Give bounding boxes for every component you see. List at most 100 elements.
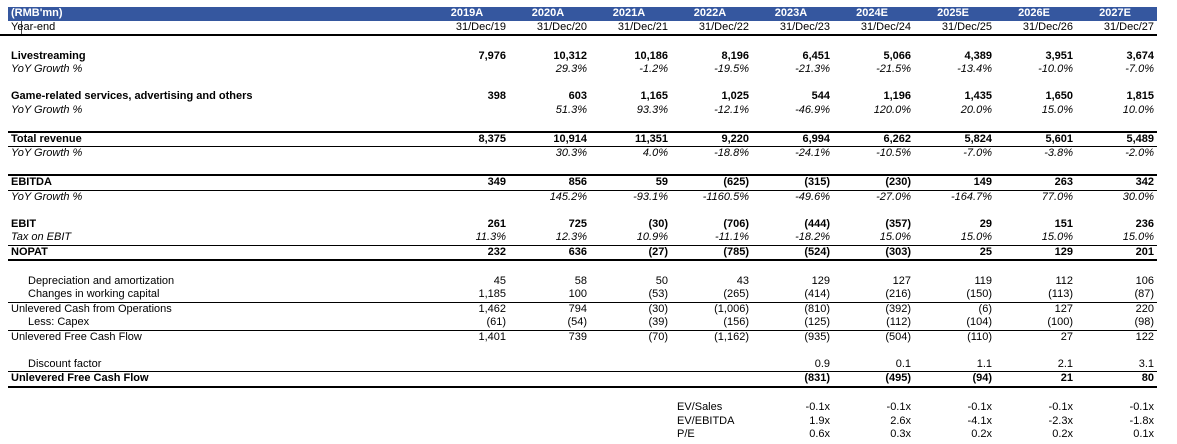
cell: 0.6x — [809, 428, 830, 440]
cell: 127 — [892, 274, 911, 287]
cell: (87) — [1076, 288, 1157, 303]
cell: -0.1x — [1129, 401, 1154, 413]
cell: 31/Dec/24 — [833, 20, 914, 36]
cell: 603 — [568, 90, 587, 102]
cell: -7.0% — [963, 147, 992, 159]
cell: -164.7% — [951, 190, 992, 203]
cell: 398 — [487, 90, 506, 102]
cell: -10.5% — [876, 147, 911, 159]
cell: -27.0% — [876, 190, 911, 203]
spacer-cell — [8, 35, 1157, 50]
cell: 31/Dec/25 — [914, 20, 995, 36]
cell: 59 — [590, 174, 671, 191]
spacer-cell — [8, 204, 1157, 218]
cell: -21.3% — [795, 63, 830, 75]
row-label: YoY Growth % — [11, 103, 83, 116]
cell: -10.0% — [1038, 63, 1073, 75]
cell: 10,914 — [509, 130, 590, 147]
cell: 9,220 — [671, 130, 752, 147]
cell: -11.1% — [671, 231, 752, 246]
spacer-row — [8, 260, 1157, 275]
cell: 129 — [811, 274, 830, 287]
cell: 342 — [1076, 174, 1157, 191]
cell: 31/Dec/26 — [995, 20, 1076, 36]
cell: (156) — [671, 316, 752, 331]
cell: (30) — [648, 217, 668, 230]
cell: 80 — [1076, 371, 1157, 388]
table-row: EV/Sales -0.1x -0.1x -0.1x -0.1x -0.1x — [8, 401, 1157, 415]
cell: 27 — [1060, 330, 1073, 343]
spacer-row — [8, 204, 1157, 218]
row-label: Year-end — [8, 20, 428, 36]
cell: 739 — [568, 330, 587, 343]
cell: (54) — [509, 316, 590, 331]
cell: 77.0% — [1041, 190, 1073, 203]
cell: 15.0% — [914, 231, 995, 246]
year-end-row: Year-end 31/Dec/19 31/Dec/20 31/Dec/21 31/De… — [8, 20, 1157, 36]
column-header-2027e: 2027E — [1076, 7, 1157, 21]
cell — [428, 401, 509, 415]
cell: (53) — [590, 288, 671, 303]
cell: 0.3x — [890, 428, 911, 440]
table-row: Game-related services, advertising and o… — [8, 90, 1157, 104]
cell: 31/Dec/21 — [590, 20, 671, 36]
row-label: YoY Growth % — [11, 190, 83, 203]
multiple-label: EV/Sales — [677, 401, 723, 413]
cell: 8,196 — [721, 49, 749, 62]
cell: -7.0% — [1125, 63, 1154, 75]
cell: (357) — [885, 217, 911, 230]
row-label — [8, 401, 428, 415]
unit-label: (RMB'mn) — [8, 7, 428, 21]
table-row: Unlevered Cash from Operations 1,462 794 (3… — [8, 302, 1157, 316]
cell: 0.9 — [752, 357, 833, 372]
cell: 1,650 — [1045, 90, 1073, 102]
gridline-fragment-horizontal — [0, 34, 9, 36]
cell: 1,462 — [478, 302, 506, 315]
cell: (30) — [648, 302, 668, 315]
spacer-row — [8, 344, 1157, 358]
cell: 29.3% — [555, 63, 587, 75]
cell: (495) — [833, 371, 914, 388]
spacer-cell — [8, 161, 1157, 176]
cell: 5,824 — [914, 130, 995, 147]
cell — [590, 401, 671, 415]
cell: (504) — [885, 330, 911, 343]
cell — [509, 428, 590, 442]
cell: 1.1 — [914, 357, 995, 372]
cell: -21.5% — [876, 63, 911, 75]
cell: 10,186 — [634, 49, 668, 62]
cell: -1160.5% — [702, 190, 749, 203]
cell — [428, 357, 509, 372]
cell: 58 — [574, 274, 587, 287]
cell: (1,162) — [714, 330, 749, 343]
spacer-cell — [8, 260, 1157, 275]
cell: 6,262 — [833, 130, 914, 147]
cell: 10,312 — [553, 49, 587, 62]
cell: (61) — [428, 316, 509, 331]
cell: 31/Dec/19 — [428, 20, 509, 36]
row-label: NOPAT — [8, 245, 428, 261]
row-label: Less: Capex — [8, 316, 428, 331]
cell — [428, 147, 509, 161]
cell: 2.6x — [890, 414, 911, 427]
cell: 349 — [428, 174, 509, 191]
cell: 1,196 — [883, 90, 911, 102]
cell: (98) — [1076, 316, 1157, 331]
cell: 1,025 — [721, 90, 749, 102]
cell: 11,351 — [590, 130, 671, 147]
cell: 120.0% — [873, 103, 911, 116]
cell: 4,389 — [964, 49, 992, 62]
cell: 10.0% — [1122, 103, 1154, 116]
table-row: EV/EBITDA 1.9x 2.6x -4.1x -2.3x -1.8x — [8, 415, 1157, 429]
table-row: YoY Growth % 145.2% -93.1% -1160.5% -49.6% -2… — [8, 190, 1157, 204]
cell: 15.0% — [1076, 231, 1157, 246]
cell: (230) — [833, 174, 914, 191]
cell: -2.3x — [1048, 414, 1073, 427]
cell: (27) — [590, 245, 671, 261]
cell: 10.9% — [590, 231, 671, 246]
cell: -12.1% — [714, 103, 749, 116]
row-label — [8, 428, 428, 442]
table-row: YoY Growth % 51.3% 93.3% -12.1% -46.9% 120.0%… — [8, 104, 1157, 118]
cell: 6,451 — [802, 49, 830, 62]
